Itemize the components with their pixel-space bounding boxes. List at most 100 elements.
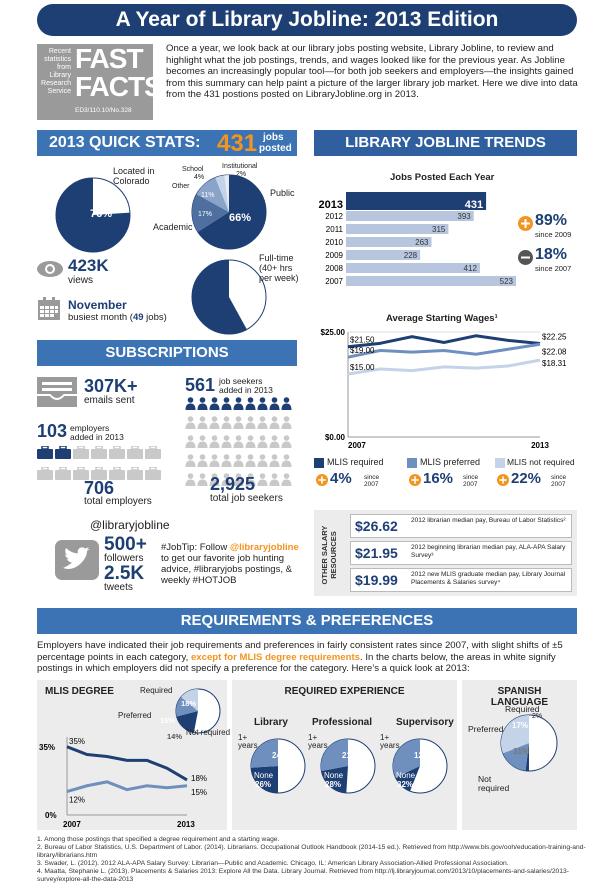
briefcase-icon <box>91 467 107 480</box>
person-icon <box>257 454 268 467</box>
person-icon <box>257 473 268 486</box>
fast-facts-big1: FAST <box>75 43 144 74</box>
bar-value: 393 <box>457 212 471 221</box>
experience-one-slice <box>251 766 278 793</box>
spanish-preferred-label: Preferred <box>468 724 504 734</box>
seekers-added-label: job seekers added in 2013 <box>219 376 273 395</box>
bar-value: 228 <box>404 251 418 260</box>
bar-category: 2011 <box>326 225 344 234</box>
academic-slice <box>192 194 229 232</box>
y-tick: 0% <box>45 811 57 820</box>
x-tick: 2013 <box>177 820 195 827</box>
experience-none-pct: 28% <box>325 780 342 789</box>
person-icon <box>197 454 208 467</box>
person-icon <box>269 435 280 448</box>
spanish-pie <box>500 714 558 772</box>
footnote: 4. Maatta, Stephanie L. (2013). Placemen… <box>37 868 569 883</box>
busiest-month: November <box>68 298 127 312</box>
jobs-chart-title: Jobs Posted Each Year <box>390 172 495 183</box>
wage-end-label: $18.31 <box>542 359 567 368</box>
quick-stats-header: 2013 QUICK STATS: 431 jobs posted <box>37 130 297 157</box>
salary-row: $21.95 2012 beginning librarian median p… <box>350 541 572 565</box>
person-icon <box>185 397 196 410</box>
y-tick: 35% <box>39 743 55 752</box>
other-slice <box>196 177 229 212</box>
experience-pie <box>250 738 306 794</box>
mlis-required-label: Required <box>140 686 173 695</box>
bar <box>346 263 480 273</box>
jobtip-text: #JobTip: Follow @libraryjobline to get o… <box>161 542 299 586</box>
wage-end-label: $22.25 <box>542 333 567 342</box>
twitter-handle[interactable]: @libraryjobline <box>90 518 170 532</box>
person-icon <box>221 435 232 448</box>
spanish-notreq-pct: 31% <box>513 747 530 756</box>
experience-none-pct: 32% <box>397 780 414 789</box>
briefcase-icon <box>109 446 125 459</box>
bar-category: 2013 <box>319 199 343 211</box>
person-icon <box>197 473 208 486</box>
views-count: 423K <box>68 256 109 275</box>
bar-category: 2010 <box>325 238 343 247</box>
wages-chart-title: Average Starting Wages¹ <box>386 313 498 324</box>
briefcase-icon <box>37 446 53 459</box>
employers-added-label: employers added in 2013 <box>70 423 124 442</box>
mlis-preferred-label: Preferred <box>118 711 152 720</box>
person-icon <box>197 435 208 448</box>
person-icon <box>185 435 196 448</box>
person-icon <box>269 454 280 467</box>
x-tick: 2007 <box>63 820 81 827</box>
footnotes: 1. Among those postings that specified a… <box>37 836 592 884</box>
emails-count: 307K+ <box>84 376 138 396</box>
person-icon <box>233 397 244 410</box>
person-icon <box>221 473 232 486</box>
person-icon <box>257 397 268 410</box>
experience-one-label: 1+ years <box>380 733 400 750</box>
calendar-icon <box>38 297 60 320</box>
person-icon <box>269 473 280 486</box>
experience-none-pct: 26% <box>255 780 272 789</box>
jobs-count: 431 <box>217 130 258 157</box>
briefcase-icon <box>127 446 143 459</box>
plus-circle-icon <box>316 474 328 486</box>
y-tick: $25.00 <box>321 328 346 337</box>
plus-circle-icon <box>409 474 421 486</box>
x-tick: 2013 <box>531 441 549 450</box>
tweets-count: 2.5K <box>104 563 145 584</box>
experience-one-slice <box>395 766 420 792</box>
person-icon <box>245 416 256 429</box>
briefcase-grid <box>37 446 177 488</box>
person-icon <box>233 473 244 486</box>
library-type-pie <box>191 174 267 250</box>
wage-start-label: $15.00 <box>350 363 375 372</box>
bar-category: 2007 <box>325 277 343 286</box>
person-icon <box>209 435 220 448</box>
plus-circle-icon <box>497 474 509 486</box>
fulltime-pct: 58% <box>230 287 253 299</box>
person-icon <box>185 454 196 467</box>
footnote: 3. Swader, L. (2012). 2012 ALA-APA Salar… <box>37 860 509 867</box>
fast-facts-code: ED3/110.10/No.328 <box>75 107 132 114</box>
mlis-pie <box>175 688 221 734</box>
briefcase-icon <box>55 467 71 480</box>
public-label: Public <box>270 188 295 198</box>
experience-category: Library <box>254 717 288 728</box>
public-pct: 66% <box>229 212 252 224</box>
twitter-bird-icon <box>55 540 99 580</box>
experience-one-pct: 24% <box>272 751 289 760</box>
mlis-preferred-slice <box>176 696 198 717</box>
intro-text: Once a year, we look back at our library… <box>166 43 578 101</box>
person-icon <box>245 454 256 467</box>
jobs-bar-chart: 2013 431 2012 393 2011 315 2010 263 2009 228 2008 4… <box>319 192 516 286</box>
salary-row: $19.99 2012 new MLIS graduate median pay… <box>350 568 572 592</box>
person-icon <box>281 435 292 448</box>
person-icon <box>269 397 280 410</box>
public-slice <box>197 175 266 249</box>
experience-none-slice <box>251 739 278 768</box>
experience-pie <box>392 738 448 794</box>
total-seekers-label: total job seekers <box>210 493 283 504</box>
experience-one-label: 1+ years <box>308 733 328 750</box>
person-icon <box>245 397 256 410</box>
mlis-required-slice <box>176 711 198 733</box>
academic-pct: 17% <box>198 211 213 218</box>
